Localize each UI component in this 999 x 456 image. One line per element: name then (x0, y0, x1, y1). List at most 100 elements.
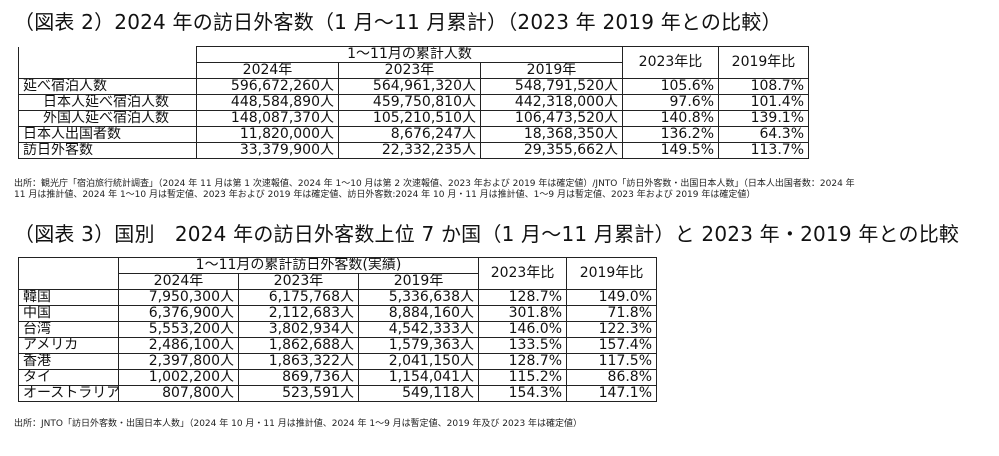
ratio-2019: 64.3% (718, 126, 809, 143)
value-2019: 2,041,150人 (357, 353, 480, 370)
ratio-2019: 108.7% (718, 78, 809, 95)
table-row: オーストラリア 807,800人 523,591人 549,118人 154.3… (18, 385, 658, 402)
ratio-2023: 97.6% (622, 94, 719, 111)
row-label: 延べ宿泊人数 (18, 78, 197, 95)
value-2019: 1,154,041人 (357, 369, 480, 386)
ratio-2019: 147.1% (566, 385, 658, 402)
value-2024: 596,672,260人 (196, 78, 339, 95)
country-label: 中国 (18, 305, 119, 322)
fig2-ratio-2019-header: 2019年比 (718, 46, 809, 79)
value-2019: 549,118人 (357, 385, 480, 402)
value-2024: 7,950,300人 (118, 289, 239, 306)
fig3-year-2024-header: 2024年 (118, 273, 239, 290)
value-2024: 807,800人 (118, 385, 239, 402)
ratio-2023: 128.7% (478, 353, 568, 370)
table-row: 台湾 5,553,200人 3,802,934人 4,542,333人 146.… (18, 321, 658, 338)
ratio-2019: 71.8% (566, 305, 658, 322)
table-row: 日本人延べ宿泊人数 448,584,890人 459,750,810人 442,… (18, 94, 809, 111)
value-2024: 1,002,200人 (118, 369, 239, 386)
ratio-2023: 146.0% (478, 321, 568, 338)
value-2023: 523,591人 (238, 385, 359, 402)
fig2-header-row-1: 1～11月の累計人数 2023年比 2019年比 (18, 46, 809, 79)
value-2024: 5,553,200人 (118, 321, 239, 338)
fig2-source-line-2: 11 月は推計値、2024 年 1～10 月は暫定値、2023 年および 201… (14, 190, 756, 200)
ratio-2023: 154.3% (478, 385, 568, 402)
table-row: 訪日外客数 33,379,900人 22,332,235人 29,355,662… (18, 142, 809, 159)
value-2023: 459,750,810人 (338, 94, 481, 111)
table-row: アメリカ 2,486,100人 1,862,688人 1,579,363人 13… (18, 337, 658, 354)
value-2024: 148,087,370人 (196, 110, 339, 127)
country-label: 韓国 (18, 289, 119, 306)
ratio-2023: 140.8% (622, 110, 719, 127)
ratio-2023: 149.5% (622, 142, 719, 159)
value-2019: 5,336,638人 (357, 289, 480, 306)
ratio-2023: 301.8% (478, 305, 568, 322)
fig3-header-row-1: 1～11月の累計訪日外客数(実績) 2023年比 2019年比 (18, 257, 658, 290)
ratio-2023: 115.2% (478, 369, 568, 386)
value-2019: 29,355,662人 (480, 142, 623, 159)
value-2023: 564,961,320人 (338, 78, 481, 95)
value-2023: 8,676,247人 (338, 126, 481, 143)
fig3-source: 出所：JNTO「訪日外客数・出国日本人数」（2024 年 10 月・11 月は推… (14, 419, 583, 429)
fig3-corner-cell (18, 257, 119, 274)
fig3-header-row-2: 2024年 2023年 2019年 (18, 273, 657, 290)
value-2023: 3,802,934人 (238, 321, 359, 338)
ratio-2019: 157.4% (566, 337, 658, 354)
value-2024: 2,486,100人 (118, 337, 239, 354)
ratio-2019: 149.0% (566, 289, 658, 306)
value-2024: 6,376,900人 (118, 305, 239, 322)
fig3-title: （図表 3）国別 2024 年の訪日外客数上位 7 か国（1 月～11 月累計）… (14, 222, 960, 246)
fig2-corner-cell (18, 46, 197, 63)
value-2023: 1,863,322人 (238, 353, 359, 370)
value-2019: 548,791,520人 (480, 78, 623, 95)
ratio-2019: 101.4% (718, 94, 809, 111)
table-row: 外国人延べ宿泊人数 148,087,370人 105,210,510人 106,… (18, 110, 809, 127)
fig2-title: （図表 2）2024 年の訪日外客数（1 月～11 月累計）（2023 年 20… (14, 10, 782, 34)
ratio-2019: 122.3% (566, 321, 658, 338)
table-row: 香港 2,397,800人 1,863,322人 2,041,150人 128.… (18, 353, 658, 370)
fig2-year-2024-header: 2024年 (196, 62, 339, 79)
row-label: 外国人延べ宿泊人数 (18, 110, 197, 127)
value-2023: 105,210,510人 (338, 110, 481, 127)
table-row: 中国 6,376,900人 2,112,683人 8,884,160人 301.… (18, 305, 658, 322)
ratio-2023: 136.2% (622, 126, 719, 143)
fig3-ratio-2023-header: 2023年比 (478, 257, 568, 290)
value-2019: 18,368,350人 (480, 126, 623, 143)
fig2-table: 1～11月の累計人数 2023年比 2019年比 2024年 2023年 201… (18, 46, 809, 159)
fig2-header-row-2: 2024年 2023年 2019年 (18, 62, 809, 79)
value-2023: 22,332,235人 (338, 142, 481, 159)
fig3-group-header: 1～11月の累計訪日外客数(実績) (117, 257, 480, 274)
country-label: 香港 (18, 353, 119, 370)
fig2-year-2023-header: 2023年 (338, 62, 481, 79)
row-label: 日本人出国者数 (18, 126, 197, 143)
value-2019: 4,542,333人 (357, 321, 480, 338)
value-2024: 2,397,800人 (118, 353, 239, 370)
table-row: 延べ宿泊人数 596,672,260人 564,961,320人 548,791… (18, 78, 809, 95)
value-2019: 106,473,520人 (480, 110, 623, 127)
value-2019: 8,884,160人 (357, 305, 480, 322)
country-label: タイ (18, 369, 119, 386)
fig3-year-2019-header: 2019年 (357, 273, 480, 290)
table-row: 韓国 7,950,300人 6,175,768人 5,336,638人 128.… (18, 289, 658, 306)
value-2023: 1,862,688人 (238, 337, 359, 354)
ratio-2023: 105.6% (622, 78, 719, 95)
fig2-corner-cell-lower (18, 62, 197, 79)
country-label: オーストラリア (18, 385, 119, 402)
row-label: 日本人延べ宿泊人数 (18, 94, 197, 111)
value-2024: 33,379,900人 (196, 142, 339, 159)
value-2023: 6,175,768人 (238, 289, 359, 306)
country-label: 台湾 (18, 321, 119, 338)
value-2023: 869,736人 (238, 369, 359, 386)
ratio-2023: 133.5% (478, 337, 568, 354)
row-label: 訪日外客数 (18, 142, 197, 159)
fig2-year-2019-header: 2019年 (480, 62, 623, 79)
fig3-table: 1～11月の累計訪日外客数(実績) 2023年比 2019年比 2024年 20… (18, 257, 658, 402)
value-2024: 448,584,890人 (196, 94, 339, 111)
ratio-2019: 117.5% (566, 353, 658, 370)
country-label: アメリカ (18, 337, 119, 354)
ratio-2019: 86.8% (566, 369, 658, 386)
fig3-ratio-2019-header: 2019年比 (566, 257, 658, 290)
value-2023: 2,112,683人 (238, 305, 359, 322)
value-2024: 11,820,000人 (196, 126, 339, 143)
fig2-group-header: 1～11月の累計人数 (196, 46, 623, 63)
